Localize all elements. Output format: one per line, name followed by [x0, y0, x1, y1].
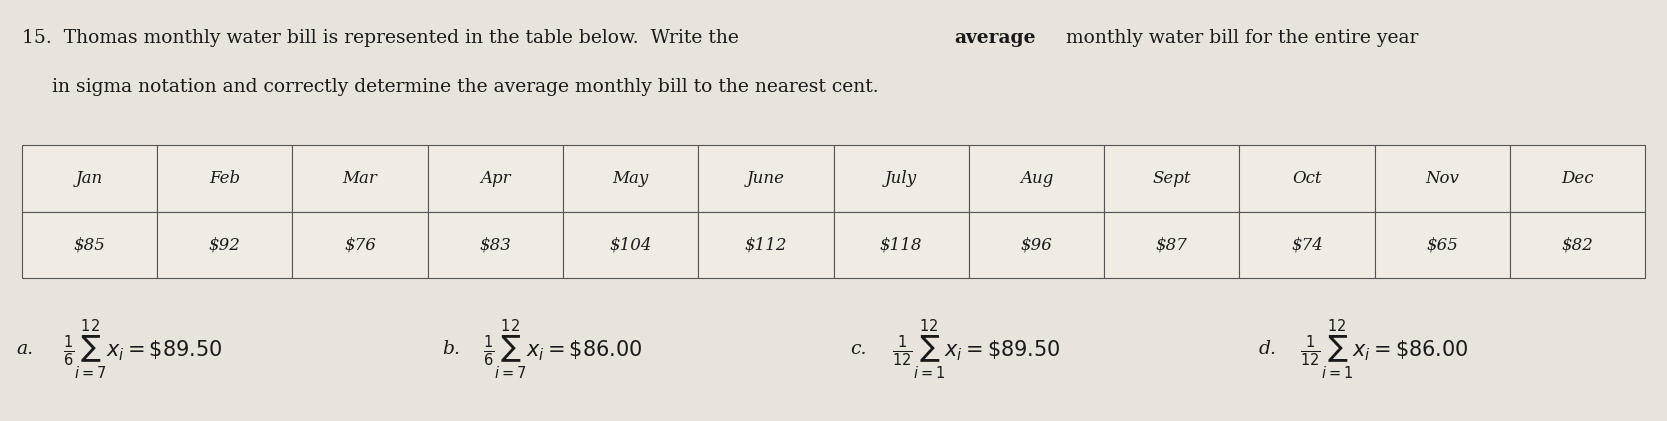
Text: Aug: Aug [1020, 170, 1054, 187]
Text: c.: c. [850, 341, 867, 358]
Text: Sept: Sept [1152, 170, 1190, 187]
Bar [834, 211, 969, 278]
Text: b.: b. [442, 341, 460, 358]
Text: $85: $85 [73, 236, 105, 253]
Text: 15.  Thomas monthly water bill is represented in the table below.  Write the: 15. Thomas monthly water bill is represe… [22, 29, 745, 48]
Bar [1375, 211, 1510, 278]
Bar [292, 145, 427, 211]
Text: $118: $118 [880, 236, 922, 253]
Bar [427, 211, 563, 278]
Text: in sigma notation and correctly determine the average monthly bill to the neares: in sigma notation and correctly determin… [22, 78, 879, 96]
Bar [1375, 145, 1510, 211]
Bar [157, 211, 292, 278]
Text: average: average [955, 29, 1035, 48]
Text: $96: $96 [1020, 236, 1052, 253]
Text: $\frac{1}{6}\sum_{i=7}^{12}x_i = \$86.00$: $\frac{1}{6}\sum_{i=7}^{12}x_i = \$86.00… [483, 318, 643, 381]
Bar [1104, 211, 1239, 278]
Bar [1510, 145, 1645, 211]
Bar [969, 145, 1104, 211]
Text: $\frac{1}{6}\sum_{i=7}^{12}x_i = \$89.50$: $\frac{1}{6}\sum_{i=7}^{12}x_i = \$89.50… [63, 318, 223, 381]
Text: $104: $104 [610, 236, 652, 253]
Bar [969, 211, 1104, 278]
Bar [1104, 145, 1239, 211]
Bar [427, 145, 563, 211]
Text: July: July [885, 170, 917, 187]
Bar [157, 145, 292, 211]
Text: $65: $65 [1427, 236, 1459, 253]
Bar [563, 211, 698, 278]
Bar [1510, 211, 1645, 278]
Bar [22, 211, 157, 278]
Text: $\frac{1}{12}\sum_{i=1}^{12}x_i = \$86.00$: $\frac{1}{12}\sum_{i=1}^{12}x_i = \$86.0… [1300, 318, 1469, 381]
Text: $83: $83 [480, 236, 512, 253]
Text: $76: $76 [343, 236, 375, 253]
Bar [292, 211, 427, 278]
Text: $92: $92 [208, 236, 240, 253]
Text: a.: a. [17, 341, 33, 358]
Text: Apr: Apr [480, 170, 510, 187]
Text: May: May [612, 170, 648, 187]
Text: $112: $112 [745, 236, 787, 253]
Text: Feb: Feb [208, 170, 240, 187]
Bar [698, 211, 834, 278]
Text: monthly water bill for the entire year: monthly water bill for the entire year [1060, 29, 1419, 48]
Text: $74: $74 [1292, 236, 1324, 253]
Text: Mar: Mar [342, 170, 377, 187]
Text: Dec: Dec [1562, 170, 1594, 187]
Bar [22, 145, 157, 211]
Bar [834, 145, 969, 211]
Text: Nov: Nov [1425, 170, 1459, 187]
Bar [698, 145, 834, 211]
Text: June: June [747, 170, 785, 187]
Text: $82: $82 [1562, 236, 1594, 253]
Text: Oct: Oct [1292, 170, 1322, 187]
Bar [1239, 145, 1375, 211]
Text: Jan: Jan [75, 170, 103, 187]
Text: $\frac{1}{12}\sum_{i=1}^{12}x_i = \$89.50$: $\frac{1}{12}\sum_{i=1}^{12}x_i = \$89.5… [892, 318, 1060, 381]
Text: $87: $87 [1155, 236, 1187, 253]
Bar [1239, 211, 1375, 278]
Bar [563, 145, 698, 211]
Text: d.: d. [1259, 341, 1277, 358]
